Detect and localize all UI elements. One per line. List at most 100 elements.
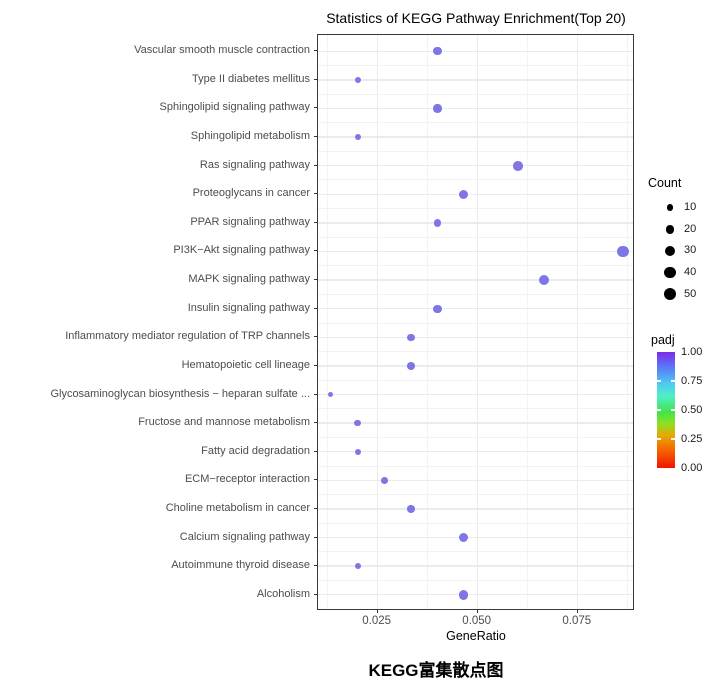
gridline-horizontal-minor (318, 522, 633, 524)
gridline-horizontal-minor (318, 150, 633, 152)
y-axis-label: Insulin signaling pathway (187, 301, 310, 314)
data-point-hematopoietic-cell-lineage (407, 362, 415, 370)
y-axis-label: Glycosaminoglycan biosynthesis − heparan… (50, 387, 310, 400)
legend-count-label: 50 (684, 287, 697, 300)
figure-caption: KEGG富集散点图 (368, 661, 504, 680)
gridline-horizontal-major (318, 107, 633, 110)
y-axis-tick (314, 193, 317, 195)
data-point-type-ii-diabetes-mellitus (354, 76, 361, 83)
gridline-horizontal-minor (318, 122, 633, 124)
data-point-ppar-signaling-pathway (433, 219, 442, 227)
data-point-sphingolipid-metabolism (354, 134, 361, 140)
y-axis-tick (314, 393, 317, 395)
data-point-alcoholism (458, 590, 469, 600)
data-point-ras-signaling-pathway (512, 160, 523, 171)
data-point-proteoglycans-in-cancer (459, 189, 469, 199)
gridline-horizontal-minor (318, 351, 633, 353)
padj-scale-label: 1.00 (681, 345, 703, 358)
gridline-horizontal-major (318, 451, 633, 453)
x-axis-tick (576, 610, 578, 613)
gridline-horizontal-minor (318, 465, 633, 467)
y-axis-tick (314, 107, 317, 109)
gridline-horizontal-major (318, 594, 633, 596)
y-axis-label: MAPK signaling pathway (188, 273, 310, 286)
y-axis-tick (314, 250, 317, 252)
colorbar-tick (657, 438, 661, 440)
y-axis-label: Type II diabetes mellitus (191, 72, 310, 85)
gridline-horizontal-major (318, 336, 633, 338)
y-axis-label: Autoimmune thyroid disease (171, 559, 310, 572)
data-point-glycosaminoglycan-biosynthesis-heparan-sulfate (328, 392, 334, 397)
y-axis-tick (314, 565, 317, 567)
y-axis-tick (314, 221, 317, 223)
gridline-horizontal-minor (318, 494, 633, 496)
y-axis-label: PPAR signaling pathway (190, 215, 310, 228)
y-axis-label: Calcium signaling pathway (179, 530, 310, 543)
legend-count-dot-50 (663, 287, 677, 301)
gridline-horizontal-major (318, 136, 633, 138)
data-point-ecm-receptor-interaction (381, 476, 388, 484)
y-axis-tick (314, 307, 317, 309)
gridline-horizontal-major (318, 479, 633, 482)
legend-count-dot-30 (664, 245, 676, 256)
y-axis-tick (314, 507, 317, 509)
gridline-horizontal-minor (318, 293, 633, 295)
gridline-horizontal-major (318, 193, 633, 195)
data-point-sphingolipid-signaling-pathway (433, 104, 442, 113)
y-axis-label: Fructose and mannose metabolism (138, 416, 310, 429)
gridline-horizontal-minor (318, 208, 633, 210)
legend-count-dot-20 (665, 224, 675, 234)
colorbar-tick (671, 409, 675, 411)
padj-scale-label: 0.25 (681, 432, 703, 445)
legend-count-dot-10 (666, 204, 674, 212)
y-axis-label: Ras signaling pathway (199, 158, 310, 171)
legend-padj-title: padj (651, 333, 675, 347)
gridline-vertical-major (577, 35, 579, 609)
gridline-horizontal-minor (318, 236, 633, 238)
colorbar-tick (671, 380, 675, 382)
data-point-inflammatory-mediator-regulation-of-trp-channels (407, 333, 415, 342)
legend-count-dot-40 (664, 266, 676, 279)
gridline-horizontal-major (318, 307, 633, 310)
gridline-horizontal-major (318, 222, 633, 224)
data-point-mapk-signaling-pathway (538, 274, 549, 286)
gridline-horizontal-minor (318, 436, 633, 438)
y-axis-label: Inflammatory mediator regulation of TRP … (65, 330, 310, 343)
y-axis-label: ECM−receptor interaction (184, 473, 310, 486)
legend-count-title: Count (648, 176, 682, 190)
legend-count-label: 30 (684, 244, 697, 257)
padj-scale-label: 0.00 (681, 461, 703, 474)
colorbar-tick (657, 409, 661, 411)
data-point-autoimmune-thyroid-disease (354, 563, 361, 570)
colorbar-tick (671, 438, 675, 440)
y-axis-tick (314, 336, 317, 338)
data-point-fatty-acid-degradation (354, 448, 361, 455)
y-axis-tick (314, 164, 317, 166)
gridline-vertical-major (477, 35, 479, 609)
gridline-horizontal-minor (318, 579, 633, 581)
gridline-horizontal-minor (318, 379, 633, 381)
gridline-horizontal-minor (318, 408, 633, 410)
y-axis-tick (314, 422, 317, 424)
data-point-calcium-signaling-pathway (458, 532, 469, 543)
gridline-vertical-minor (527, 35, 529, 609)
y-axis-tick (314, 78, 317, 80)
gridline-horizontal-major (318, 536, 633, 539)
chart-title: Statistics of KEGG Pathway Enrichment(To… (326, 10, 626, 26)
gridline-horizontal-major (318, 79, 633, 81)
x-axis-tick-label: 0.075 (562, 615, 592, 627)
y-axis-label: Alcoholism (256, 587, 310, 600)
legend-count-label: 10 (684, 201, 697, 214)
gridline-horizontal-major (318, 365, 633, 367)
x-axis-title: GeneRatio (446, 629, 506, 643)
y-axis-label: PI3K−Akt signaling pathway (173, 244, 310, 257)
gridline-vertical-major (376, 35, 379, 609)
y-axis-tick (314, 279, 317, 281)
y-axis-tick (314, 450, 317, 452)
gridline-horizontal-major (318, 422, 633, 424)
data-point-fructose-and-mannose-metabolism (354, 419, 361, 427)
y-axis-tick (314, 536, 317, 538)
legend-count-label: 40 (684, 266, 697, 278)
x-axis-tick (476, 610, 478, 613)
